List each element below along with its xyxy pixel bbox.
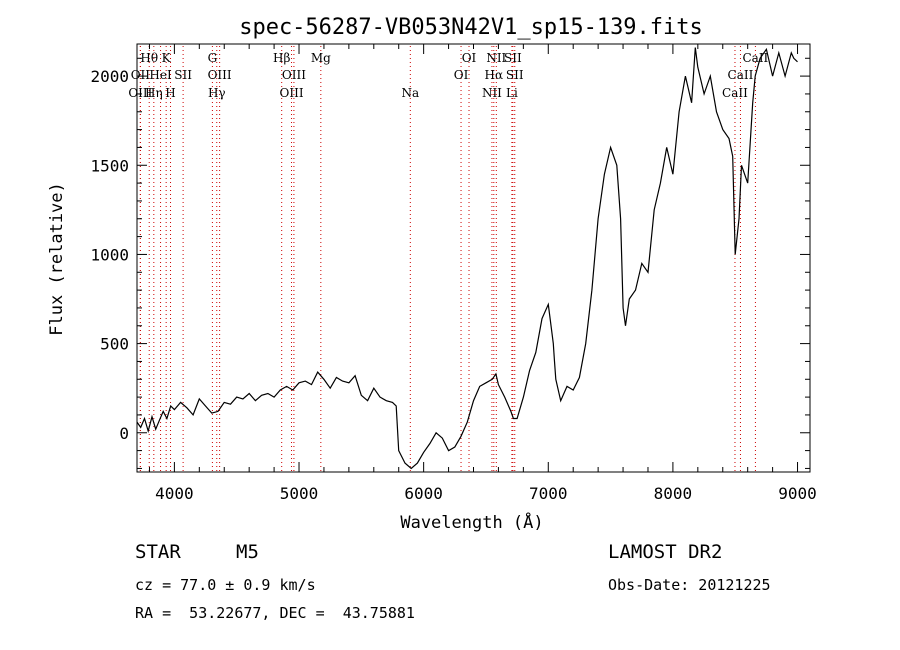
line-label-17: OI [454, 68, 469, 82]
line-label-25: CaII [728, 68, 754, 82]
x-tick-label-5: 9000 [778, 484, 817, 503]
chart-title: spec-56287-VB053N42V1_sp15-139.fits [239, 15, 703, 40]
line-label-22: NII [482, 86, 502, 100]
line-label-2: OII [131, 68, 151, 82]
object-subclass: M5 [236, 541, 259, 563]
y-tick-label-2: 1000 [90, 245, 129, 264]
y-axis-label: Flux (relative) [47, 182, 67, 336]
line-label-3: HeI [149, 68, 172, 82]
line-label-15: Na [401, 86, 419, 100]
line-label-7: H [165, 86, 175, 100]
line-label-4: SII [174, 68, 192, 82]
line-label-20: Hα [485, 68, 504, 82]
line-label-0: Hθ [140, 51, 158, 65]
x-tick-label-1: 5000 [280, 484, 319, 503]
object-class: STAR [135, 541, 181, 563]
x-tick-label-3: 7000 [529, 484, 568, 503]
y-tick-label-0: 0 [119, 424, 129, 443]
x-tick-label-4: 8000 [654, 484, 693, 503]
coordinates: RA = 53.22677, DEC = 43.75881 [135, 604, 415, 622]
line-label-24: CaII [742, 51, 768, 65]
line-label-6: Hη [145, 86, 163, 100]
x-tick-label-2: 6000 [404, 484, 443, 503]
x-tick-label-0: 4000 [155, 484, 194, 503]
line-label-13: OIII [280, 86, 304, 100]
line-label-12: OIII [282, 68, 306, 82]
y-tick-label-4: 2000 [90, 67, 129, 86]
plot-frame [136, 43, 811, 473]
survey-name: LAMOST DR2 [608, 541, 723, 563]
line-label-10: Hγ [208, 86, 226, 100]
line-label-14: Mg [311, 51, 331, 65]
line-label-5: OIII [128, 86, 152, 100]
line-label-18: NII [486, 51, 506, 65]
observation-date: Obs-Date: 20121225 [608, 576, 771, 594]
line-label-21: SII [506, 68, 524, 82]
axis-tick-labels: 4000 5000 6000 7000 8000 9000 0 500 1000 1500 2000 [90, 67, 816, 503]
line-label-19: SII [504, 51, 522, 65]
line-label-23: Li [506, 86, 518, 100]
x-axis-label: Wavelength (Å) [400, 511, 543, 533]
axis-ticks [137, 44, 810, 472]
line-label-1: K [162, 51, 172, 65]
line-label-26: CaII [722, 86, 748, 100]
y-tick-label-3: 1500 [90, 156, 129, 175]
y-tick-label-1: 500 [100, 335, 129, 354]
line-label-11: Hβ [273, 51, 290, 65]
flux-series-line [136, 47, 798, 470]
line-label-9: OIII [208, 68, 232, 82]
line-label-16: OI [462, 51, 477, 65]
redshift-velocity: cz = 77.0 ± 0.9 km/s [135, 576, 316, 594]
line-label-8: G [208, 51, 218, 65]
spectral-line-markers [139, 46, 756, 471]
